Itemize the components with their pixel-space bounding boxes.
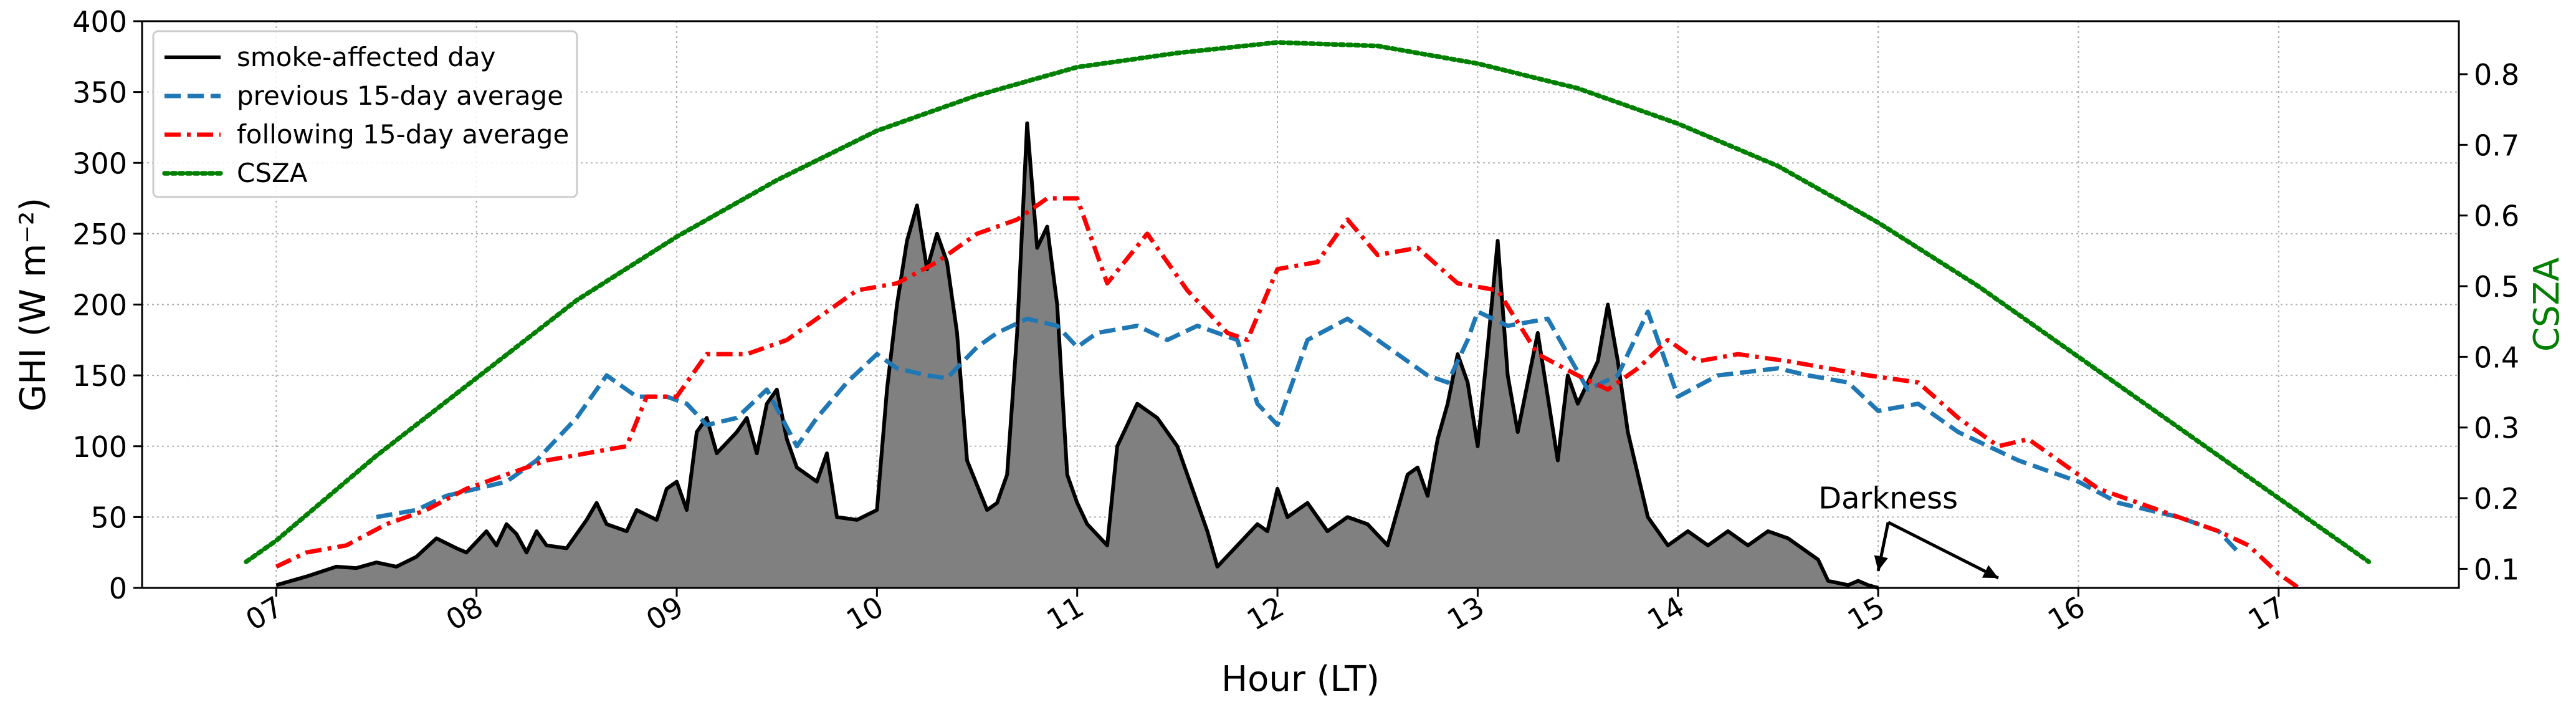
y-right-tick-label: 0.7 xyxy=(2474,128,2519,162)
x-tick-label: 11 xyxy=(1041,590,1089,637)
x-tick-label: 17 xyxy=(2243,590,2291,637)
series-line-3 xyxy=(244,40,2372,564)
annotation-arrowhead xyxy=(1982,565,1998,579)
y-left-tick-label: 0 xyxy=(109,572,127,605)
y-left-tick-label: 350 xyxy=(72,76,127,110)
y-right-tick-label: 0.3 xyxy=(2474,411,2519,445)
y-left-tick-label: 150 xyxy=(72,359,127,393)
legend-label-3: CSZA xyxy=(237,158,308,188)
y-right-tick-label: 0.1 xyxy=(2474,552,2519,586)
x-tick-label: 15 xyxy=(1842,590,1891,637)
y-left-tick-label: 50 xyxy=(90,501,127,534)
legend: smoke-affected day previous 15-day averag… xyxy=(152,30,578,198)
y-left-tick-label: 400 xyxy=(72,5,127,39)
annotation-arrowhead xyxy=(1874,555,1888,571)
annotation-layer: Darkness xyxy=(1818,481,2000,580)
annotation-arrow xyxy=(1887,521,2000,580)
annotation-text: Darkness xyxy=(1818,481,1958,516)
x-tick-label: 12 xyxy=(1241,590,1290,637)
y-right-tick-label: 0.5 xyxy=(2474,270,2519,304)
legend-label-0: smoke-affected day xyxy=(237,42,496,72)
y-left-tick-label: 100 xyxy=(72,430,127,464)
y-left-tick-label: 200 xyxy=(72,289,127,322)
x-tick-label: 07 xyxy=(240,590,289,637)
legend-box xyxy=(152,30,578,198)
x-tick-label: 13 xyxy=(1441,590,1490,637)
y-right-tick-label: 0.6 xyxy=(2474,200,2519,233)
y-left-axis-label: GHI (W m⁻²) xyxy=(13,198,54,411)
y-right-tick-label: 0.8 xyxy=(2474,58,2519,92)
smoke-area-fill xyxy=(276,123,1879,588)
x-tick-label: 08 xyxy=(440,590,489,637)
x-tick-label: 16 xyxy=(2042,590,2091,637)
y-right-tick-label: 0.2 xyxy=(2474,482,2519,516)
series-line-2 xyxy=(275,196,2300,590)
y-right-tick-label: 0.4 xyxy=(2474,340,2519,374)
legend-label-1: previous 15-day average xyxy=(237,80,563,111)
x-tick-label: 09 xyxy=(641,590,689,637)
y-right-axis-label: CSZA xyxy=(2527,257,2567,352)
y-left-tick-label: 250 xyxy=(72,218,127,251)
x-tick-label: 10 xyxy=(841,590,889,637)
y-left-tick-label: 300 xyxy=(72,147,127,180)
x-axis-label: Hour (LT) xyxy=(1221,659,1380,700)
legend-label-2: following 15-day average xyxy=(237,119,569,150)
x-tick-label: 14 xyxy=(1642,590,1691,637)
smoke-fill-layer xyxy=(276,123,1879,588)
series-line-1 xyxy=(376,309,2241,554)
series-layer xyxy=(244,40,2372,590)
series-line-0 xyxy=(275,121,1879,590)
